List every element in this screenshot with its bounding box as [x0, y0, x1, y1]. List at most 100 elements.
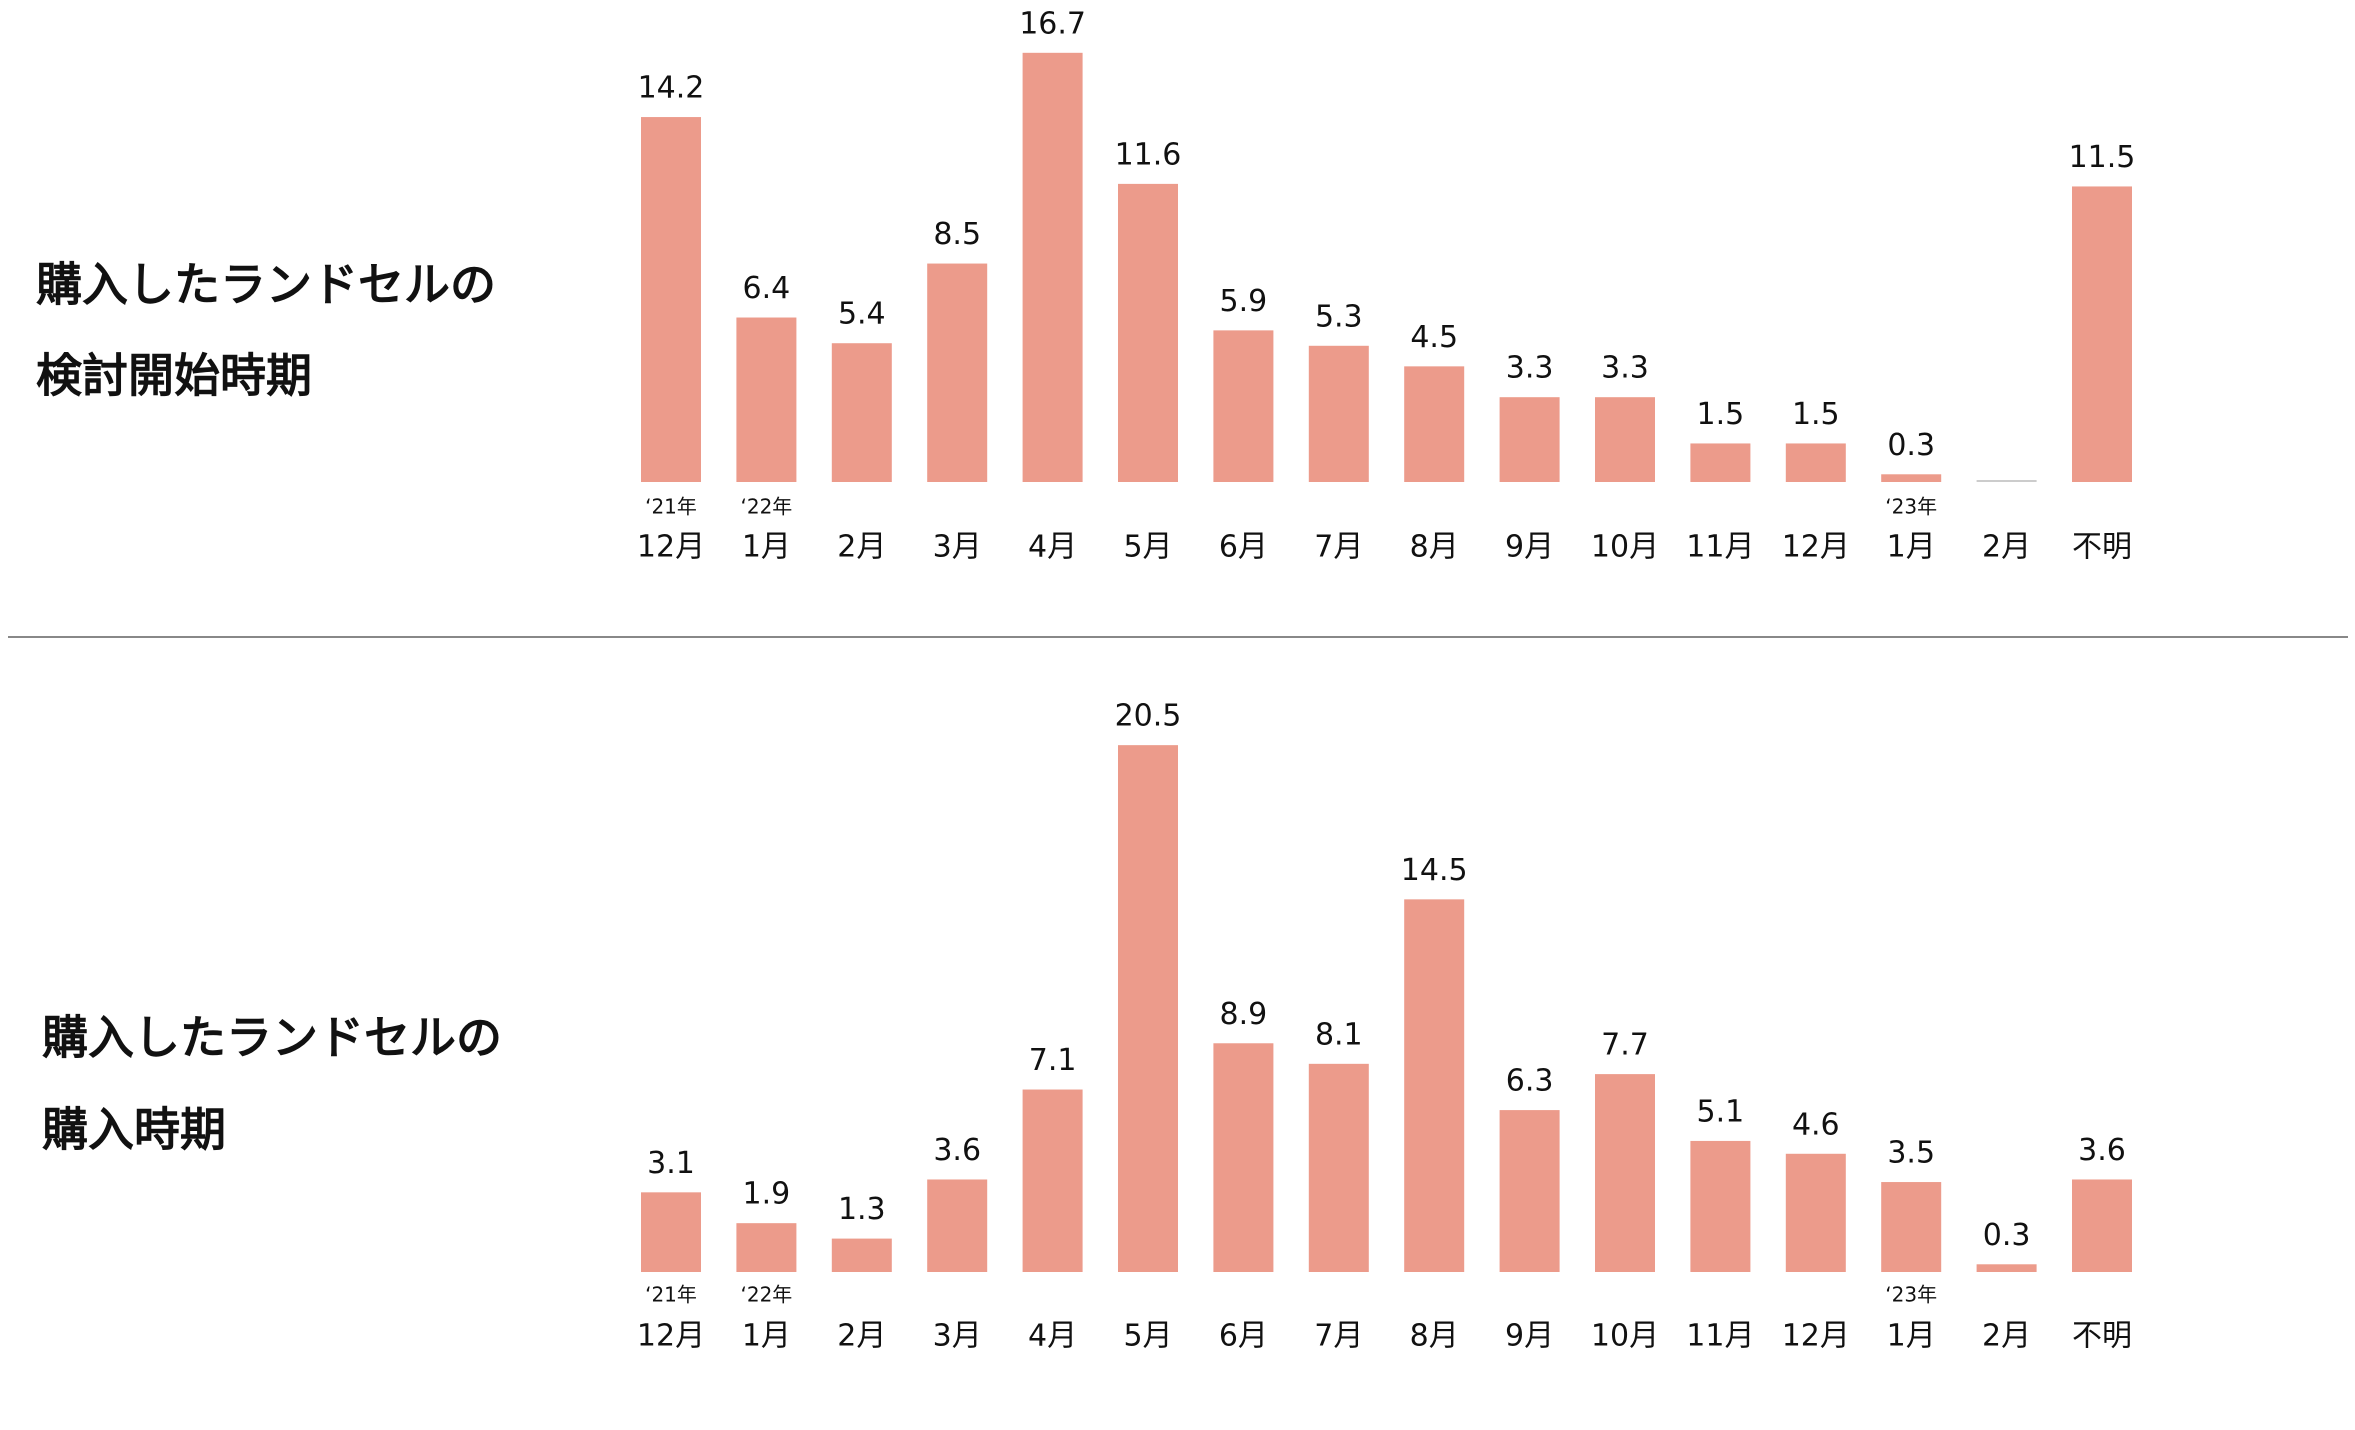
bar [1022, 52, 1083, 483]
value-label: 3.3 [1601, 351, 1649, 386]
value-label: 14.5 [1401, 853, 1468, 888]
bar [1022, 1089, 1083, 1272]
value-label: 6.3 [1506, 1064, 1554, 1099]
x-tick-label: 10月 [1591, 530, 1659, 565]
x-tick-label: 4月 [1028, 530, 1077, 565]
x-tick-label: 6月 [1219, 530, 1268, 565]
x-tick-label: 6月 [1219, 1319, 1268, 1354]
value-label: 8.1 [1315, 1017, 1363, 1052]
bar [1595, 397, 1655, 482]
chart-title: 購入したランドセルの [36, 258, 496, 312]
value-label: 4.6 [1792, 1107, 1840, 1142]
x-tick-label: 8月 [1410, 1319, 1459, 1354]
value-label: 20.5 [1115, 699, 1182, 734]
bar [1785, 443, 1846, 482]
bar [1213, 330, 1274, 482]
x-tick-label: 12月 [1782, 1319, 1850, 1354]
x-tick-label: 2月 [1982, 530, 2031, 565]
x-tick-label: 2月 [837, 1319, 886, 1354]
value-label: 3.3 [1506, 351, 1554, 386]
value-label: 11.6 [1115, 137, 1182, 172]
x-tick-label: 不明 [2072, 530, 2132, 565]
value-label: 5.4 [838, 297, 886, 332]
x-tick-label: 10月 [1591, 1319, 1659, 1354]
bar [1404, 899, 1465, 1272]
value-label: 1.9 [743, 1177, 791, 1212]
x-tick-label: 不明 [2072, 1319, 2132, 1354]
bar [831, 343, 892, 482]
value-label: 14.2 [638, 71, 705, 106]
x-tick-label: 5月 [1123, 530, 1172, 565]
chart-title: 検討開始時期 [36, 349, 312, 403]
bar [2072, 1179, 2132, 1272]
x-tick-label: 12月 [637, 530, 705, 565]
value-label: 1.5 [1792, 397, 1840, 432]
x-tick-label: 1月 [742, 530, 791, 565]
bar [1785, 1153, 1846, 1272]
value-label: 8.9 [1220, 997, 1268, 1032]
chart-title: 購入したランドセルの [42, 1011, 502, 1065]
bar [1881, 1182, 1942, 1272]
value-label: 1.3 [838, 1192, 886, 1227]
bar [1118, 183, 1178, 482]
bar [736, 1223, 797, 1272]
bar [927, 263, 988, 482]
bar [1976, 1264, 2037, 1272]
year-label: ‘23年 [1885, 1283, 1937, 1307]
value-label: 5.1 [1697, 1094, 1745, 1129]
value-label: 5.3 [1315, 299, 1363, 334]
bar [1499, 397, 1560, 482]
value-label: 7.7 [1601, 1028, 1649, 1063]
bar [1308, 345, 1369, 482]
x-tick-label: 4月 [1028, 1319, 1077, 1354]
year-label: ‘23年 [1885, 495, 1937, 519]
x-tick-label: 1月 [742, 1319, 791, 1354]
bar [736, 317, 797, 482]
value-label: 3.5 [1887, 1136, 1935, 1171]
bar [2072, 186, 2132, 482]
bar [1213, 1043, 1274, 1272]
value-label: 3.6 [933, 1133, 981, 1168]
year-label: ‘22年 [740, 495, 792, 519]
value-label: 0.3 [1983, 1218, 2031, 1253]
bar [1881, 474, 1942, 482]
year-label: ‘21年 [645, 495, 697, 519]
value-label: 5.9 [1220, 284, 1268, 319]
x-tick-label: 11月 [1686, 530, 1754, 565]
x-tick-label: 3月 [933, 530, 982, 565]
year-label: ‘22年 [740, 1283, 792, 1307]
x-tick-label: 11月 [1686, 1319, 1754, 1354]
bar [831, 1238, 892, 1272]
value-label: 7.1 [1029, 1043, 1077, 1078]
x-tick-label: 1月 [1887, 1319, 1936, 1354]
bar [641, 117, 701, 482]
x-tick-label: 7月 [1314, 530, 1363, 565]
value-label: 3.1 [647, 1146, 695, 1181]
bar [1595, 1074, 1655, 1272]
value-label: 0.3 [1887, 428, 1935, 463]
bar [1690, 1140, 1751, 1272]
x-tick-label: 2月 [837, 530, 886, 565]
value-label: 8.5 [933, 217, 981, 252]
chart-title: 購入時期 [42, 1103, 226, 1157]
x-tick-label: 12月 [1782, 530, 1850, 565]
value-label: 3.6 [2078, 1133, 2126, 1168]
x-tick-label: 12月 [637, 1319, 705, 1354]
x-tick-label: 9月 [1505, 1319, 1554, 1354]
value-label: 16.7 [1019, 6, 1086, 41]
value-label: 6.4 [743, 271, 791, 306]
x-tick-label: 7月 [1314, 1319, 1363, 1354]
bar [1404, 366, 1465, 482]
value-label: 11.5 [2069, 140, 2136, 175]
year-label: ‘21年 [645, 1283, 697, 1307]
x-tick-label: 3月 [933, 1319, 982, 1354]
value-label: 1.5 [1697, 397, 1745, 432]
x-tick-label: 2月 [1982, 1319, 2031, 1354]
bar [1118, 745, 1178, 1272]
x-tick-label: 5月 [1123, 1319, 1172, 1354]
bar [1499, 1110, 1560, 1272]
bar [927, 1179, 988, 1272]
bar [641, 1192, 701, 1272]
bar [1690, 443, 1751, 482]
